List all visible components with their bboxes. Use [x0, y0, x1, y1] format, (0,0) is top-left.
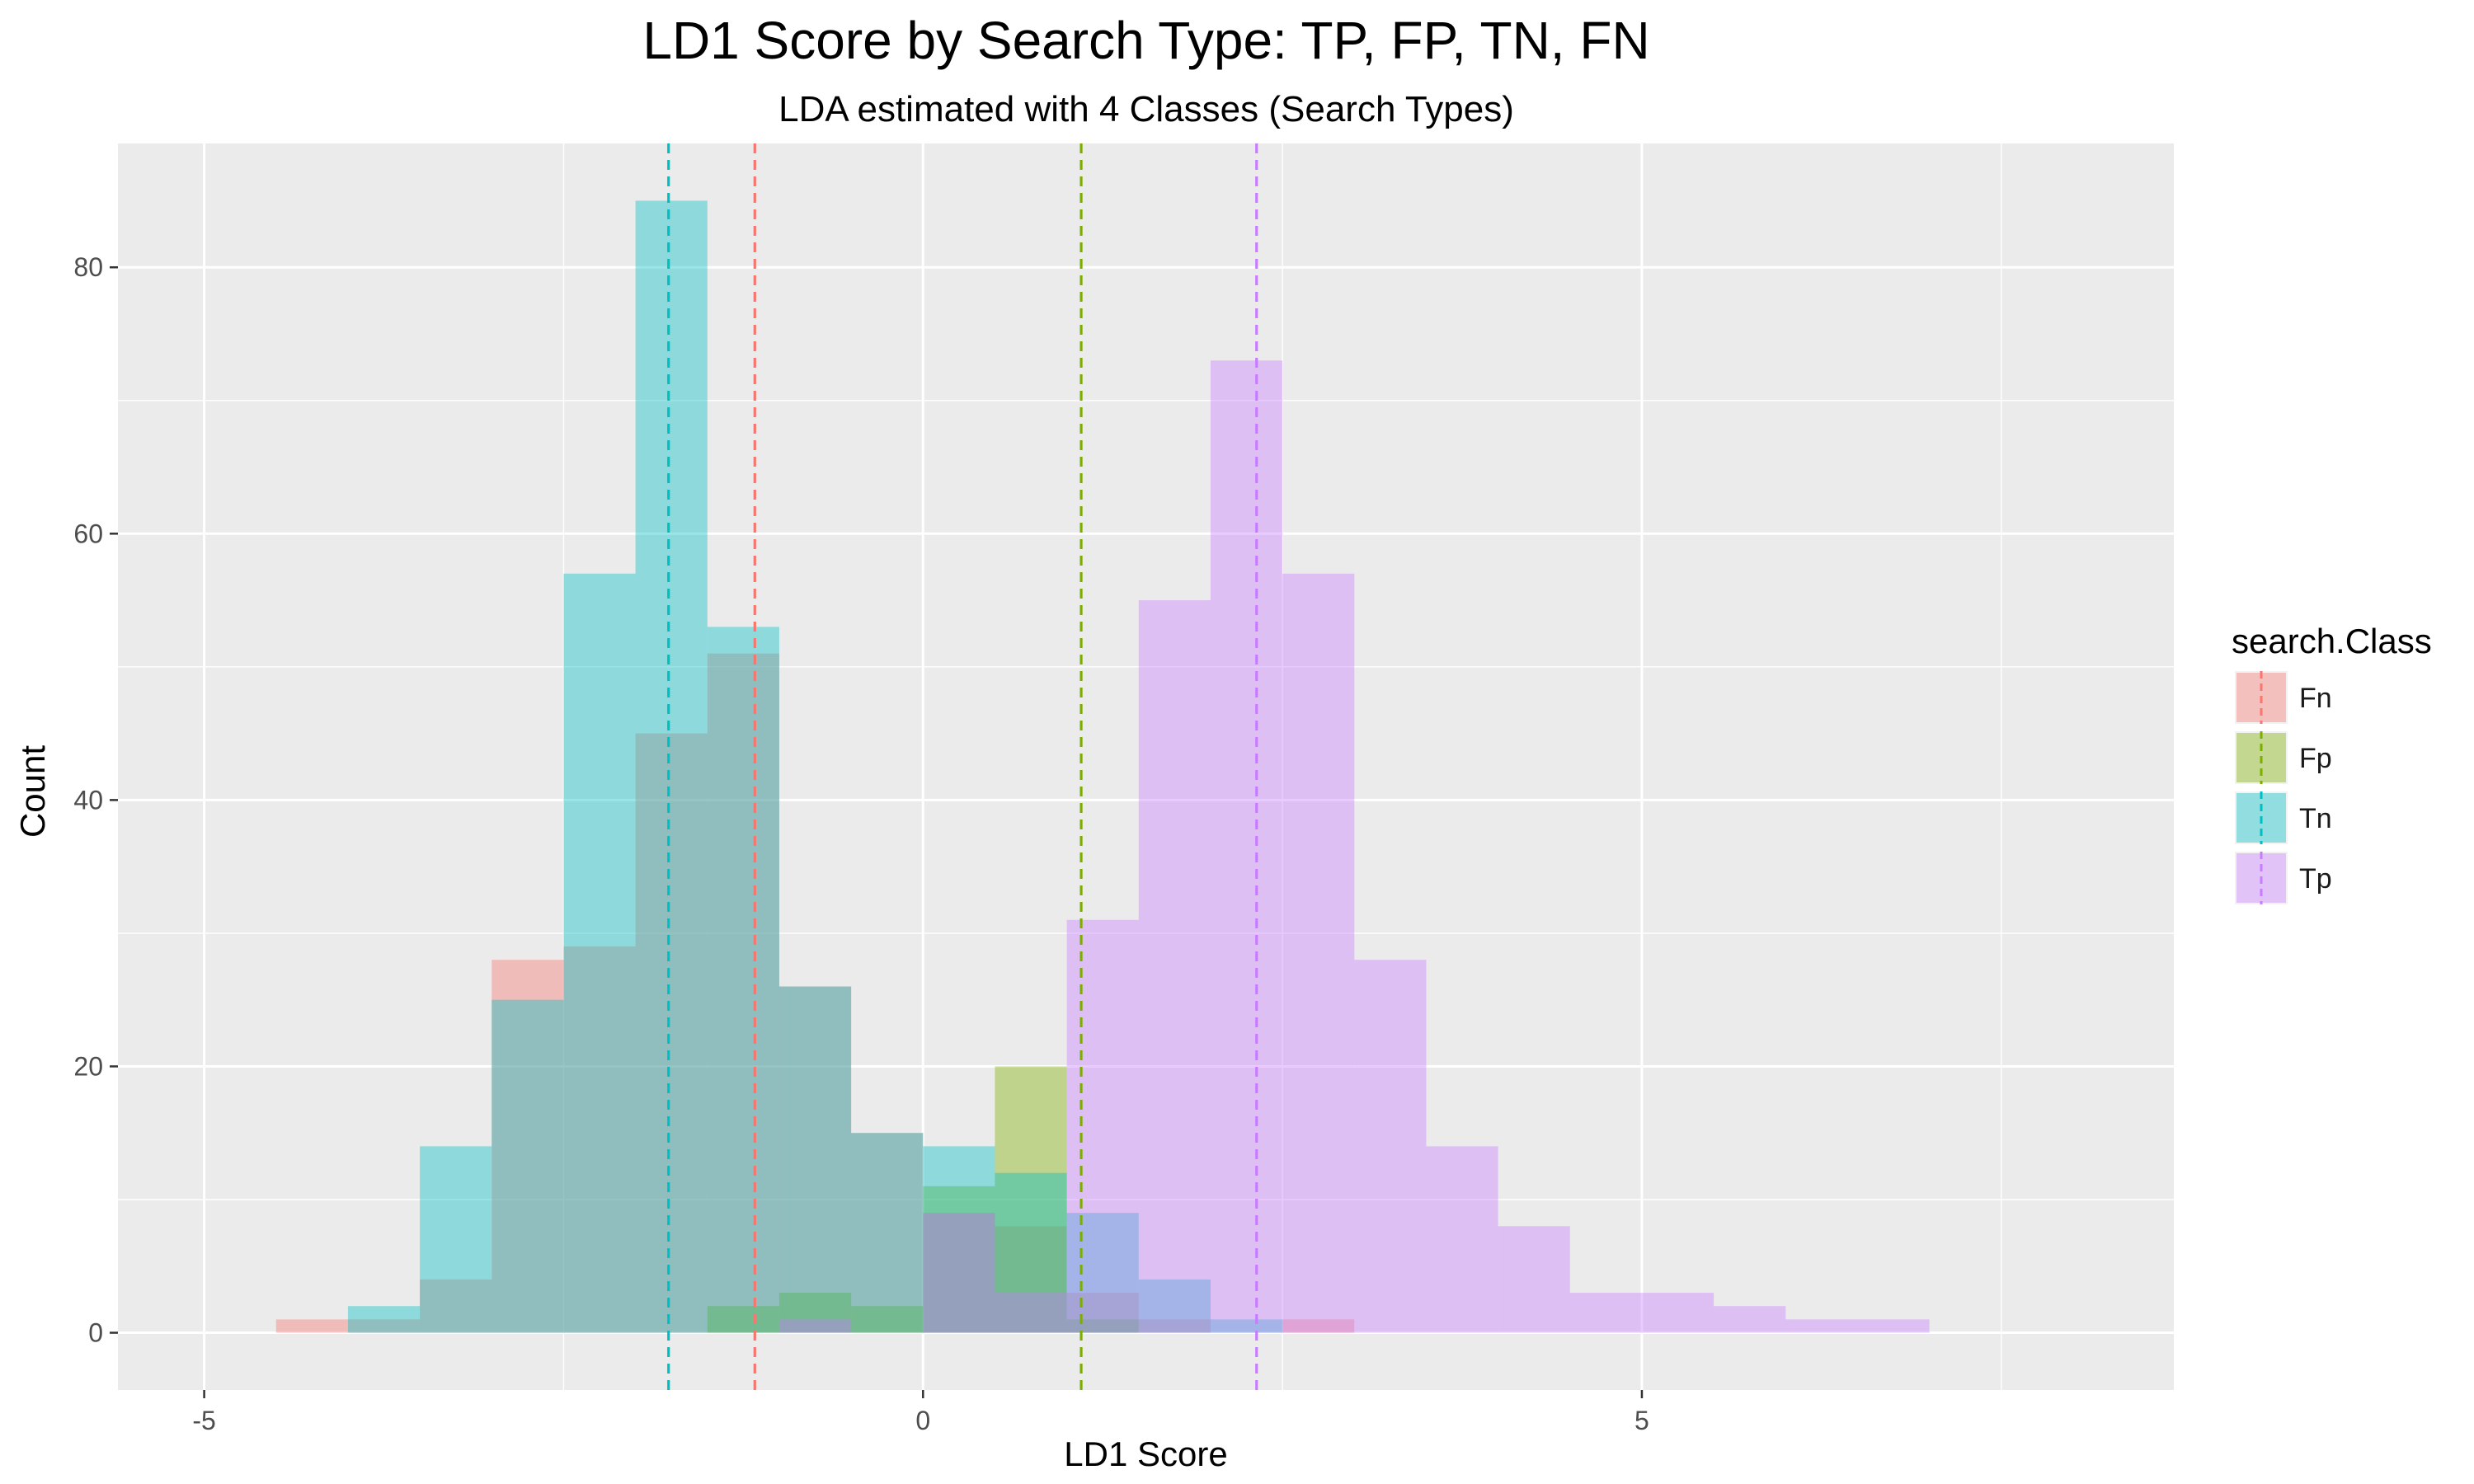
bar-tn	[563, 573, 636, 1333]
bar-tp	[1282, 573, 1355, 1333]
grid-layer	[118, 143, 2174, 1390]
bar-tn	[851, 1133, 924, 1333]
bar-tp	[1354, 960, 1427, 1333]
legend-title: search.Class	[2232, 622, 2432, 660]
y-tick-label: 20	[73, 1051, 103, 1081]
bar-fp	[707, 1306, 779, 1333]
bar-tn	[995, 1172, 1067, 1333]
bar-tn	[635, 200, 708, 1333]
legend-label-tn: Tn	[2299, 803, 2332, 834]
bar-fp	[851, 1306, 924, 1333]
bar-tp	[923, 1213, 995, 1333]
bar-tp	[995, 1293, 1067, 1333]
bar-tn	[707, 627, 779, 1333]
legend-layer	[2235, 671, 2288, 904]
bar-fn	[995, 1226, 1067, 1333]
bar-fn	[492, 960, 564, 1333]
y-tick-label: 80	[73, 252, 103, 282]
axes-layer: -5 0 5 0 20 40 60 80	[73, 252, 1649, 1435]
bar-fn	[707, 653, 779, 1333]
bar-fp	[778, 1293, 852, 1333]
legend-label-fp: Fp	[2299, 743, 2332, 774]
bar-fp	[995, 1066, 1067, 1333]
series-tn	[347, 200, 1283, 1333]
x-tick-label: 0	[915, 1406, 930, 1435]
x-tick-label: 5	[1634, 1406, 1649, 1435]
bar-tp	[1785, 1319, 1858, 1333]
bar-fn	[1138, 1319, 1211, 1333]
bar-tp	[778, 1319, 852, 1333]
bar-tp	[1426, 1146, 1498, 1333]
x-tick-label: -5	[192, 1406, 215, 1435]
bar-fn	[275, 1319, 348, 1333]
bar-tp	[1066, 919, 1139, 1333]
legend-label-fn: Fn	[2299, 683, 2332, 714]
series-fp	[707, 1066, 1139, 1333]
series-fn	[275, 653, 1355, 1333]
x-axis-label: LD1 Score	[1064, 1435, 1228, 1473]
bar-fn	[635, 733, 708, 1333]
bar-tn	[492, 999, 564, 1333]
bar-tp	[1138, 600, 1211, 1333]
legend-label-tp: Tp	[2299, 863, 2332, 895]
chart-title: LD1 Score by Search Type: TP, FP, TN, FN	[642, 11, 1650, 70]
plot-panel	[118, 143, 2174, 1390]
bar-tn	[1138, 1279, 1211, 1333]
bars-layer	[275, 200, 1930, 1333]
bar-tp	[1714, 1306, 1786, 1333]
bar-tp	[1641, 1293, 1714, 1333]
bar-tp	[1569, 1293, 1642, 1333]
y-tick-label: 40	[73, 785, 103, 815]
bar-tn	[420, 1146, 492, 1333]
bar-fp	[923, 1186, 995, 1333]
bar-fn	[420, 1279, 492, 1333]
bar-fn	[778, 986, 852, 1333]
bar-fn	[347, 1319, 421, 1333]
bar-tn	[1210, 1319, 1283, 1333]
bar-tn	[923, 1146, 995, 1333]
means-layer	[667, 143, 1258, 1390]
bar-fn	[1066, 1293, 1139, 1333]
bar-fn	[923, 1213, 995, 1333]
chart-subtitle: LDA estimated with 4 Classes (Search Typ…	[778, 89, 1514, 129]
bar-tn	[347, 1306, 421, 1333]
series-tp	[778, 360, 1930, 1333]
y-axis-label: Count	[13, 744, 52, 838]
bar-tp	[1498, 1226, 1570, 1333]
bar-fn	[1282, 1319, 1355, 1333]
bar-tn	[778, 986, 852, 1333]
bar-tn	[1066, 1213, 1139, 1333]
bar-fn	[563, 946, 636, 1333]
y-tick-label: 0	[88, 1318, 103, 1348]
bar-tp	[1210, 360, 1283, 1333]
bar-fp	[1066, 1319, 1139, 1333]
bar-tp	[1857, 1319, 1930, 1333]
y-tick-label: 60	[73, 519, 103, 548]
bar-fn	[851, 1133, 924, 1333]
